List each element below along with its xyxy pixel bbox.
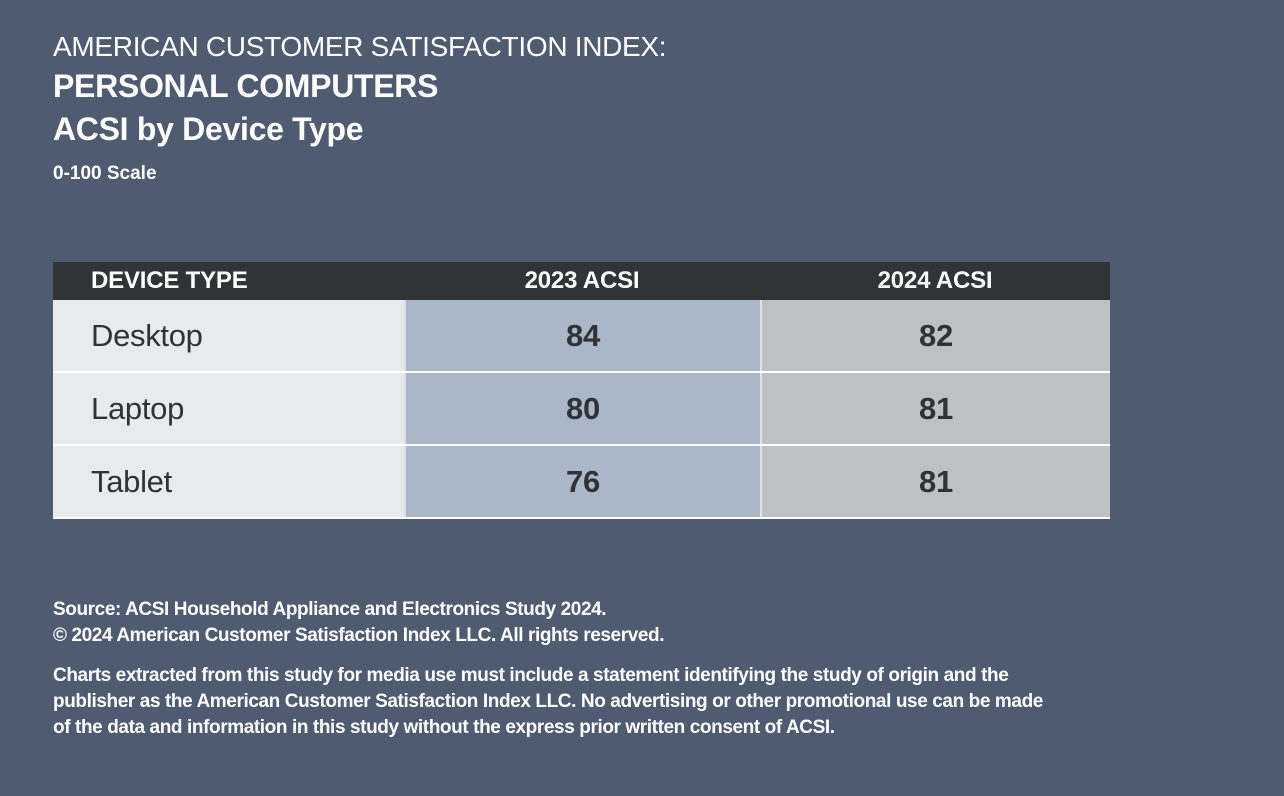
cell-device-name: Laptop bbox=[53, 373, 404, 444]
table-row: Laptop 80 81 bbox=[53, 373, 1110, 444]
cell-device-name: Desktop bbox=[53, 300, 404, 371]
table-row: Tablet 76 81 bbox=[53, 446, 1110, 517]
source-line: Source: ACSI Household Appliance and Ele… bbox=[53, 599, 607, 620]
source-block: Source: ACSI Household Appliance and Ele… bbox=[53, 597, 665, 649]
column-header-device-type: DEVICE TYPE bbox=[91, 267, 248, 294]
table-row: Desktop 84 82 bbox=[53, 300, 1110, 371]
disclaimer-block: Charts extracted from this study for med… bbox=[53, 663, 1263, 741]
table-header-row: DEVICE TYPE 2023 ACSI 2024 ACSI bbox=[53, 262, 1110, 300]
cell-2023-value: 84 bbox=[404, 300, 760, 371]
kicker: AMERICAN CUSTOMER SATISFACTION INDEX: bbox=[53, 31, 667, 62]
cell-2023-value: 76 bbox=[404, 446, 760, 517]
cell-2024-value: 81 bbox=[760, 373, 1110, 444]
column-header-2023-acsi: 2023 ACSI bbox=[524, 267, 640, 294]
column-header-2024-acsi: 2024 ACSI bbox=[877, 267, 993, 294]
disclaimer-line: Charts extracted from this study for med… bbox=[53, 665, 1009, 686]
acsi-table: DEVICE TYPE 2023 ACSI 2024 ACSI Desktop … bbox=[53, 262, 1110, 519]
page-title: PERSONAL COMPUTERS bbox=[53, 68, 439, 104]
disclaimer-line: publisher as the American Customer Satis… bbox=[53, 691, 1043, 712]
cell-2023-value: 80 bbox=[404, 373, 760, 444]
subtitle: ACSI by Device Type bbox=[53, 111, 364, 147]
scale-note: 0-100 Scale bbox=[53, 163, 157, 184]
disclaimer-line: of the data and information in this stud… bbox=[53, 717, 835, 738]
cell-2024-value: 81 bbox=[760, 446, 1110, 517]
copyright-line: © 2024 American Customer Satisfaction In… bbox=[53, 625, 665, 646]
cell-2024-value: 82 bbox=[760, 300, 1110, 371]
cell-device-name: Tablet bbox=[53, 446, 404, 517]
